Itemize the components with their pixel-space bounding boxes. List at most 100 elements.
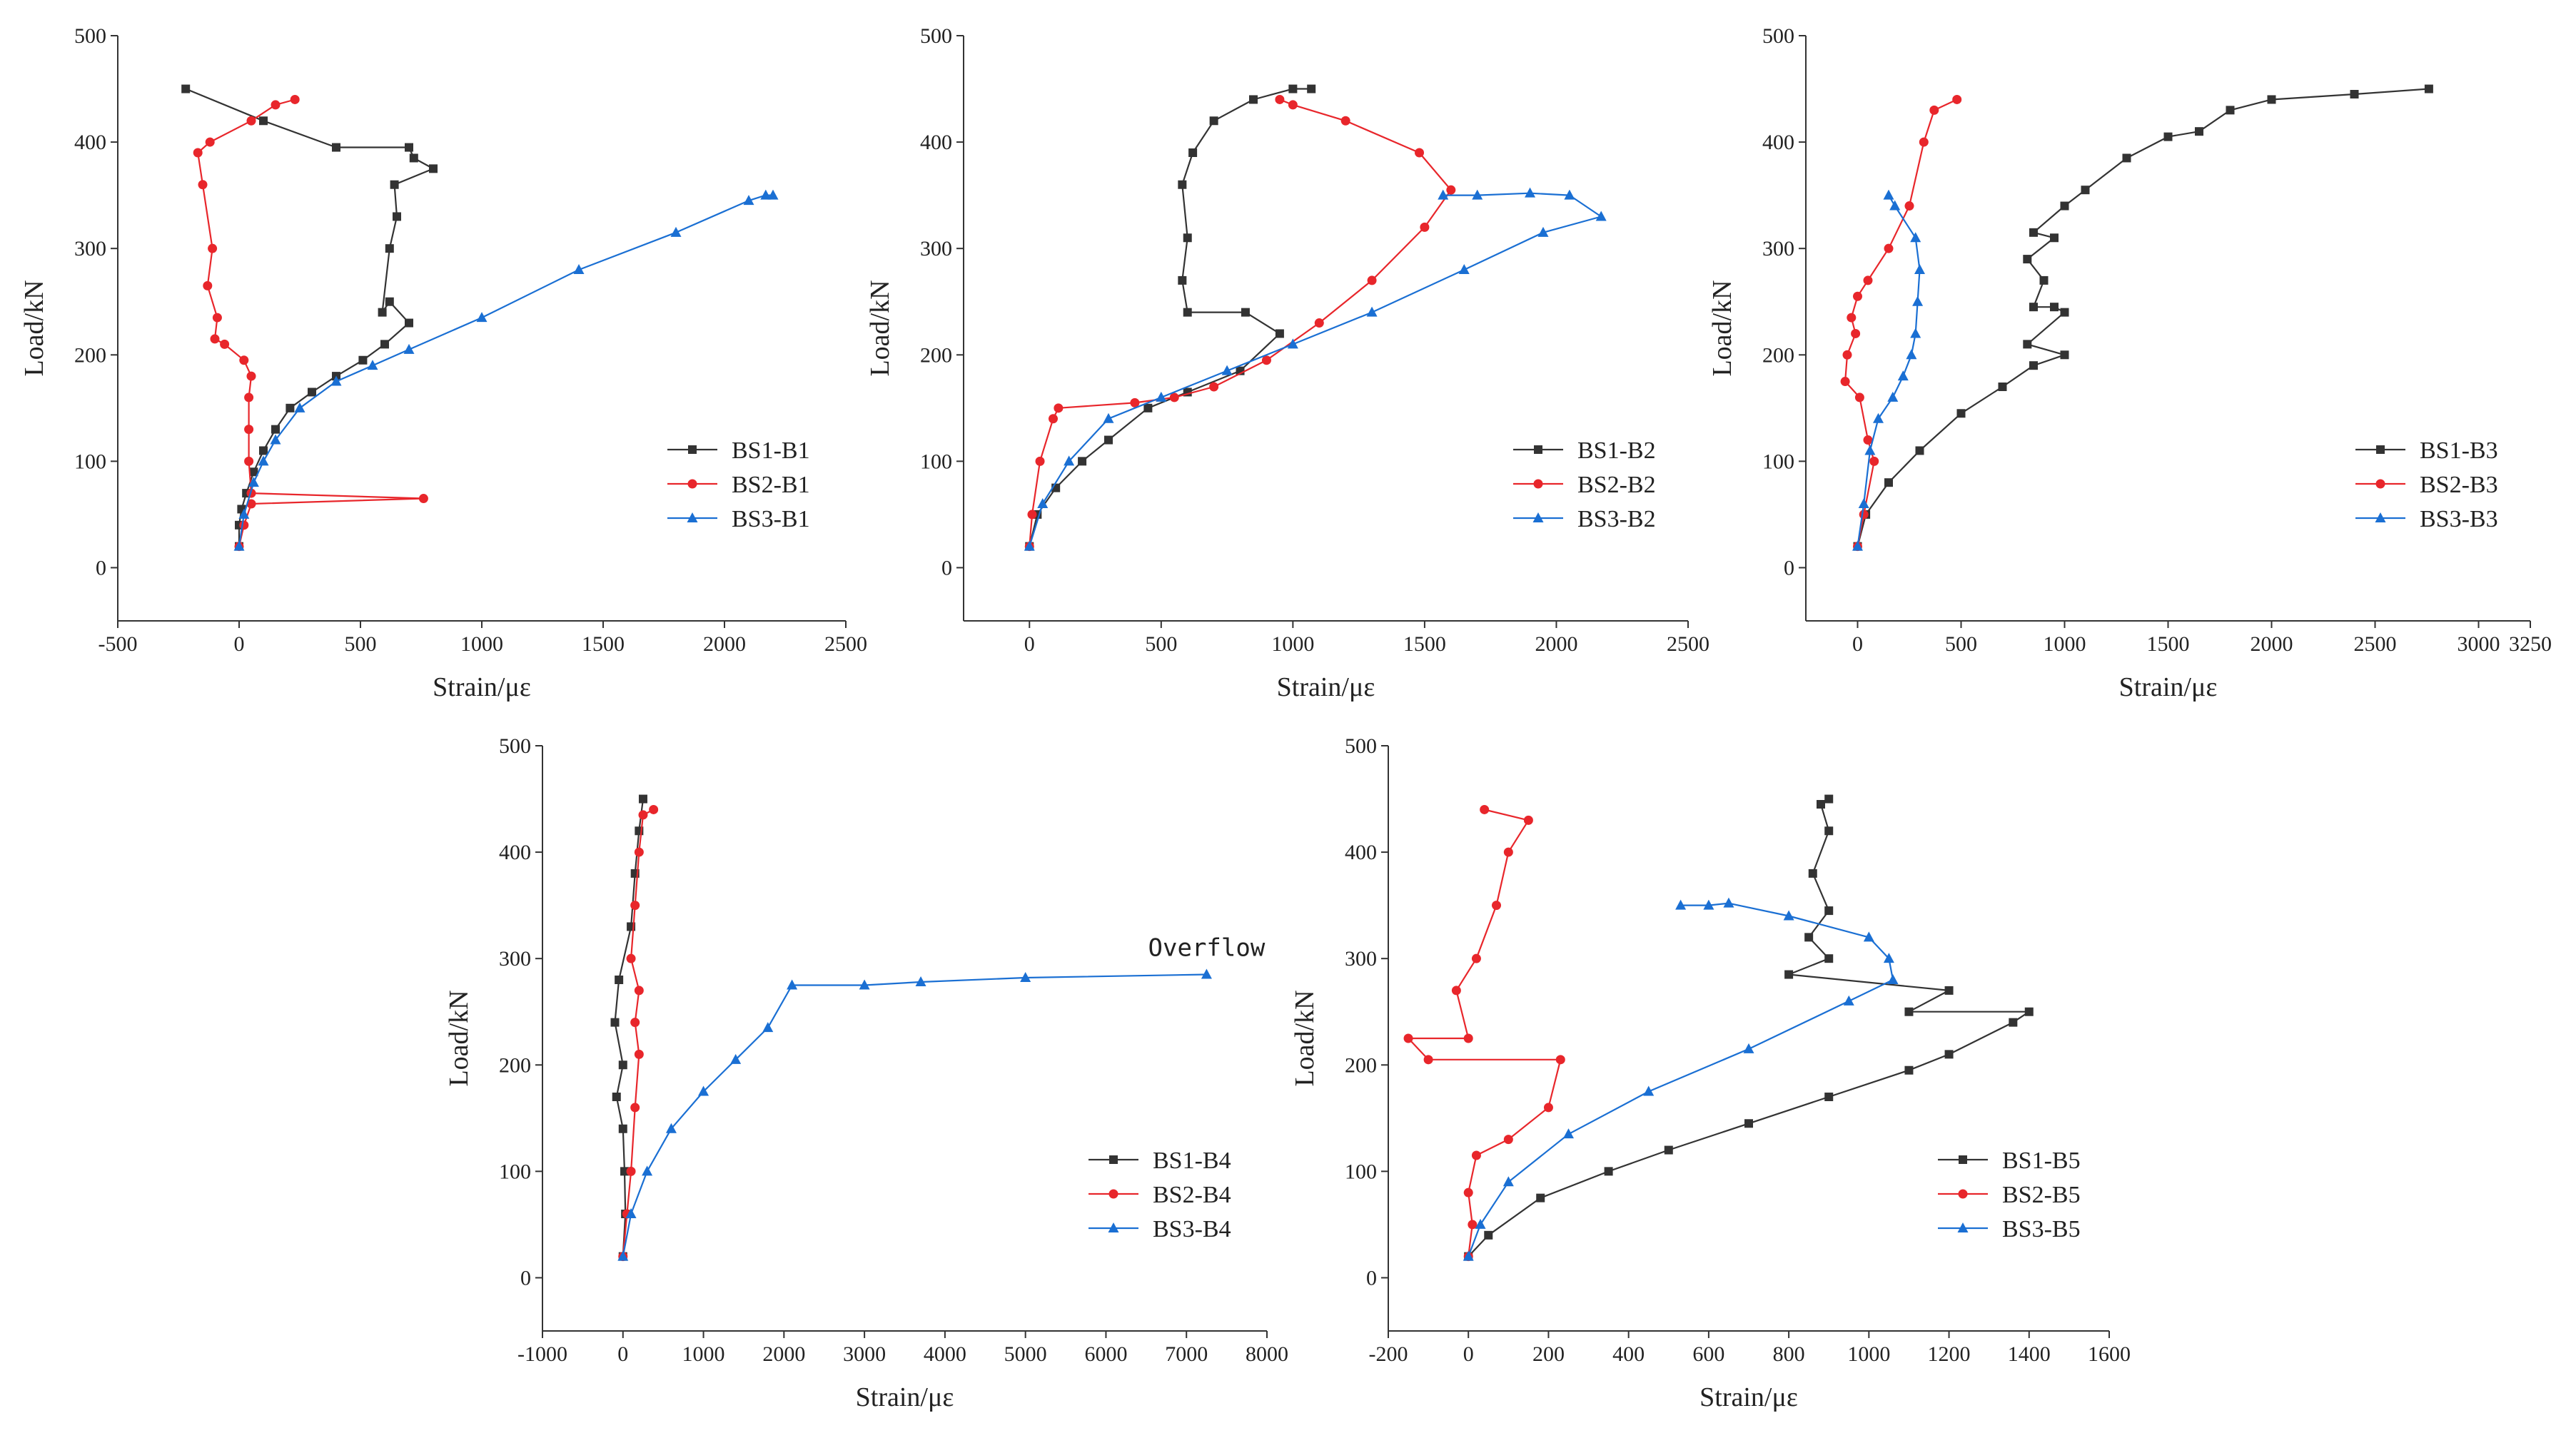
data-point — [271, 100, 281, 110]
data-point — [244, 425, 254, 435]
data-point — [308, 388, 316, 397]
data-point — [1998, 383, 2007, 391]
data-point — [1873, 412, 1884, 423]
data-point — [332, 143, 340, 152]
data-point — [1314, 318, 1324, 328]
data-point — [1919, 137, 1929, 147]
data-point — [1366, 306, 1378, 317]
data-point — [1743, 1043, 1754, 1053]
data-point — [203, 280, 213, 290]
data-point — [1027, 510, 1037, 520]
data-point — [626, 953, 636, 963]
data-point — [634, 847, 644, 857]
data-point — [246, 371, 256, 381]
chart-panel-5: -200 0 200 400 600 800 1000 1200 1400 1600 0 100 200… — [1290, 734, 2131, 1412]
data-point — [1104, 435, 1113, 445]
series-line — [1029, 98, 1452, 547]
data-point — [1956, 409, 1966, 418]
x-axis-title: Strain/με — [2119, 672, 2218, 702]
data-point — [2029, 303, 2038, 312]
data-point — [1912, 295, 1924, 306]
data-point — [1471, 1150, 1481, 1160]
series-line — [1407, 809, 1562, 1257]
y-tick-label: 500 — [1345, 734, 1377, 758]
data-point — [665, 1123, 677, 1133]
data-point — [1929, 105, 1939, 115]
data-point — [1703, 899, 1714, 910]
series-line — [185, 88, 435, 547]
data-point — [193, 148, 203, 158]
data-point — [1451, 986, 1461, 996]
x-tick-label: 4000 — [924, 1342, 966, 1366]
data-point — [1287, 338, 1298, 349]
data-point — [2424, 84, 2433, 93]
data-point — [1423, 1055, 1433, 1065]
data-point — [1887, 974, 1899, 984]
data-point — [286, 403, 295, 412]
legend-entry: BS1-B1 — [667, 437, 810, 464]
y-tick-label: 100 — [920, 450, 952, 473]
data-point — [642, 1165, 653, 1176]
series-line — [622, 809, 655, 1257]
data-point — [2163, 132, 2173, 141]
data-point — [290, 94, 300, 104]
data-point — [1804, 933, 1814, 942]
data-point — [762, 1022, 774, 1033]
data-point — [1944, 1050, 1954, 1059]
x-tick-label: 1500 — [582, 632, 625, 656]
data-point — [1910, 328, 1921, 338]
x-tick-label: 1200 — [1928, 1342, 1971, 1366]
data-point — [1904, 201, 1914, 211]
data-point — [1744, 1119, 1753, 1128]
data-point — [649, 804, 659, 814]
data-point — [2122, 153, 2131, 163]
data-point — [1221, 365, 1233, 375]
data-point — [630, 1018, 640, 1028]
data-point — [1914, 264, 1925, 274]
series-line — [1857, 88, 2429, 547]
data-point — [618, 1124, 627, 1133]
y-axis-title: Load/kN — [444, 990, 474, 1086]
x-tick-label: 500 — [1145, 632, 1177, 656]
series-BS1-B3 — [1853, 84, 2433, 551]
data-point — [1853, 291, 1862, 301]
data-point — [1472, 189, 1483, 200]
data-point — [638, 810, 648, 820]
legend-entry: BS2-B3 — [2355, 472, 2498, 498]
data-point — [1889, 200, 1901, 211]
x-tick-label: 1500 — [2147, 632, 2190, 656]
y-tick-label: 300 — [499, 947, 531, 971]
data-point — [1884, 243, 1894, 253]
data-point — [1858, 498, 1869, 508]
series-line — [1468, 902, 1894, 1257]
data-point — [476, 312, 488, 323]
data-point — [618, 1060, 627, 1070]
series-BS3-B1 — [233, 189, 779, 551]
data-point — [1851, 328, 1861, 338]
data-point — [1643, 1085, 1655, 1096]
data-point — [271, 425, 280, 434]
legend-label: BS1-B3 — [2420, 437, 2498, 464]
data-point — [638, 794, 647, 804]
y-tick-label: 300 — [74, 237, 106, 260]
x-tick-label: 0 — [234, 632, 245, 656]
legend-marker — [1957, 1222, 1969, 1232]
legend-label: BS2-B5 — [2002, 1182, 2081, 1208]
data-point — [1054, 403, 1064, 413]
legend-marker — [1108, 1189, 1118, 1199]
data-point — [1367, 275, 1377, 285]
data-point — [1275, 329, 1284, 338]
x-tick-label: 2000 — [762, 1342, 805, 1366]
data-point — [1852, 540, 1863, 551]
data-point — [1904, 1007, 1914, 1016]
series-line — [614, 799, 645, 1257]
legend-label: BS1-B4 — [1153, 1148, 1231, 1174]
y-tick-label: 0 — [520, 1266, 531, 1290]
data-point — [2023, 255, 2032, 264]
y-tick-label: 200 — [74, 343, 106, 367]
data-point — [1156, 391, 1167, 402]
data-point — [1817, 800, 1825, 809]
data-point — [246, 116, 256, 126]
data-point — [205, 137, 215, 147]
series-BS2-B5 — [1403, 804, 1565, 1262]
